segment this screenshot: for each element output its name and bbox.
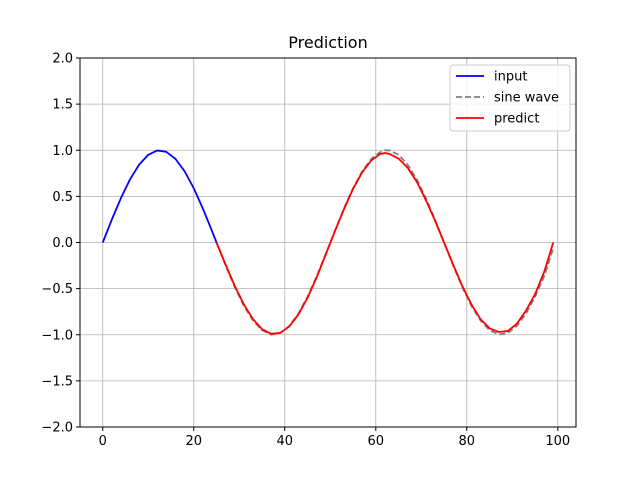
legend: input sine wave predict [449,64,571,132]
series-line-predict [215,152,555,335]
legend-label: sine wave [494,91,559,106]
series-lines [101,149,555,336]
y-tick-label: −1.0 [41,328,73,343]
chart-title: Prediction [288,33,367,52]
x-tick-label: 20 [185,434,202,449]
x-tick-label: 60 [368,434,385,449]
legend-label: predict [494,112,539,127]
y-tick-label: 2.0 [52,52,73,67]
x-tick-label: 40 [276,434,293,449]
y-tick-label: 1.5 [52,98,73,113]
legend-box [449,64,571,132]
y-tick-label: −1.5 [41,374,73,389]
x-tick-label: 80 [459,434,476,449]
axis-ticks: 0 20 40 60 80 100 −2.0 −1.5 −1.0 −0.5 0.0 0.5 1.0 1.5… [41,52,570,450]
y-tick-label: 0.5 [52,190,73,205]
y-tick-label: −0.5 [41,282,73,297]
y-tick-label: 1.0 [52,144,73,159]
x-tick-label: 100 [545,434,570,449]
series-line-input [101,149,218,243]
x-tick-label: 0 [99,434,107,449]
y-tick-label: 0.0 [52,236,73,251]
legend-label: input [494,70,527,85]
y-tick-label: −2.0 [41,421,73,436]
